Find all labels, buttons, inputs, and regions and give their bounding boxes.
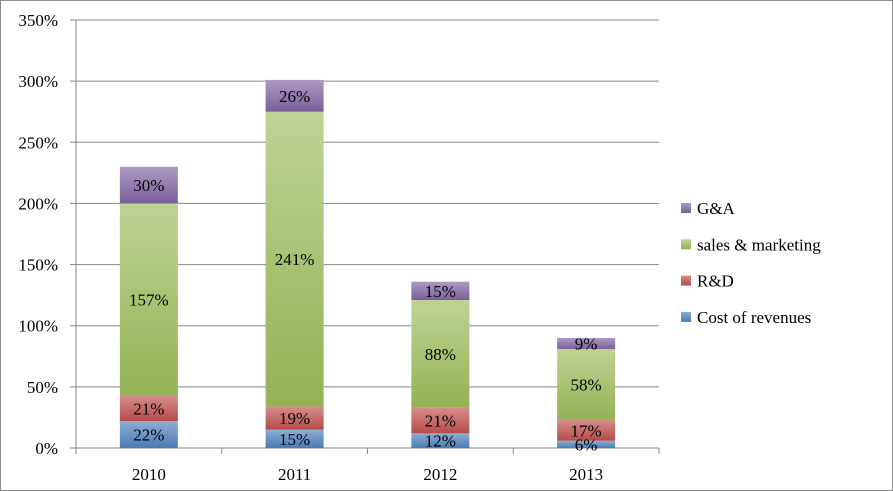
data-label-sales-and-marketing-2013: 58%	[571, 375, 602, 394]
data-label-randd-2011: 19%	[279, 409, 310, 428]
legend: G&A sales & marketing R&D Cost of revenues	[681, 199, 821, 327]
y-tick-label: 0%	[35, 439, 58, 458]
x-tick-label: 2011	[278, 465, 311, 484]
bar-randd-2011	[265, 406, 324, 430]
bar-ganda-2010	[119, 166, 178, 204]
x-tick-label: 2010	[132, 465, 166, 484]
data-label-randd-2013: 17%	[571, 421, 602, 440]
bar-sales-and-marketing-2013	[557, 348, 616, 420]
bar-ganda-2012	[411, 281, 470, 301]
bar-randd-2013	[557, 419, 616, 441]
data-label-ganda-2010: 30%	[133, 176, 164, 195]
y-tick-label: 200%	[18, 194, 58, 213]
bar-cost-of-revenues-2013	[557, 440, 616, 448]
legend-label-ganda: G&A	[697, 199, 736, 218]
y-tick-label: 350%	[18, 11, 58, 30]
bar-sales-and-marketing-2012	[411, 300, 470, 408]
legend-swatch-sales-and-marketing	[681, 239, 691, 250]
data-label-cost-of-revenues-2011: 15%	[279, 430, 310, 449]
legend-label-cost-of-revenues: Cost of revenues	[697, 308, 811, 327]
data-label-cost-of-revenues-2013: 6%	[575, 435, 598, 454]
bar-cost-of-revenues-2012	[411, 433, 470, 448]
bar-randd-2012	[411, 407, 470, 434]
data-label-sales-and-marketing-2012: 88%	[425, 345, 456, 364]
x-tick-label: 2012	[423, 465, 457, 484]
legend-label-sales-and-marketing: sales & marketing	[697, 235, 821, 254]
x-tick-label: 2013	[569, 465, 603, 484]
bar-sales-and-marketing-2011	[265, 111, 324, 407]
y-tick-label: 300%	[18, 72, 58, 91]
data-label-sales-and-marketing-2011: 241%	[275, 250, 315, 269]
bar-sales-and-marketing-2010	[119, 203, 178, 396]
data-label-ganda-2011: 26%	[279, 87, 310, 106]
data-label-cost-of-revenues-2012: 12%	[425, 432, 456, 451]
legend-swatch-cost-of-revenues	[681, 311, 691, 322]
data-labels: 22% 21% 157% 30% 15% 19% 241% 26% 12% 21% 88% 15% 6%…	[129, 87, 602, 455]
data-label-sales-and-marketing-2010: 157%	[129, 290, 169, 309]
data-label-ganda-2012: 15%	[425, 282, 456, 301]
bar-randd-2010	[119, 395, 178, 422]
bars	[119, 79, 616, 448]
legend-swatch-randd	[681, 275, 691, 286]
data-label-ganda-2013: 9%	[575, 334, 598, 353]
y-tick-label: 50%	[27, 378, 58, 397]
bar-cost-of-revenues-2011	[265, 429, 324, 448]
data-label-randd-2010: 21%	[133, 399, 164, 418]
y-tick-label: 100%	[18, 317, 58, 336]
axes: 0% 50% 100% 150% 200% 250% 300% 350% 2010 2011 201…	[18, 11, 660, 484]
y-tick-label: 250%	[18, 133, 58, 152]
data-label-cost-of-revenues-2010: 22%	[133, 426, 164, 445]
bar-ganda-2011	[265, 79, 324, 112]
data-label-randd-2012: 21%	[425, 411, 456, 430]
legend-label-randd: R&D	[697, 272, 734, 291]
bar-ganda-2013	[557, 337, 616, 349]
y-tick-label: 150%	[18, 256, 58, 275]
bar-cost-of-revenues-2010	[119, 421, 178, 448]
legend-swatch-ganda	[681, 203, 691, 213]
